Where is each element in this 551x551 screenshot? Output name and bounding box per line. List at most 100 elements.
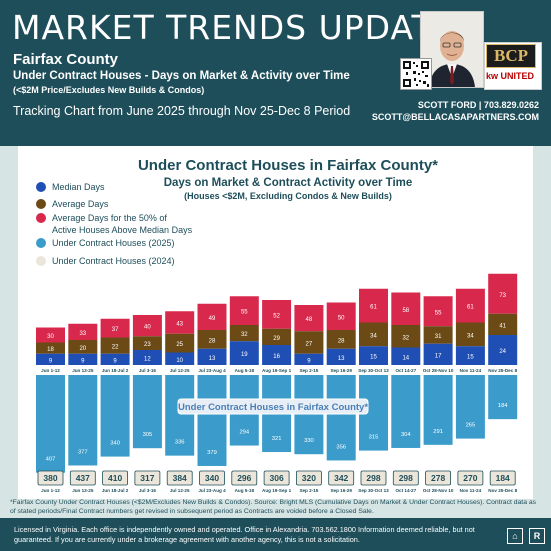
data-label-2025: 317 bbox=[140, 473, 154, 483]
data-label-active: 73 bbox=[499, 293, 506, 299]
bar-average-days bbox=[36, 342, 65, 354]
bar-active-days bbox=[68, 323, 98, 340]
category-tick-label: Oct 14-27 bbox=[395, 488, 416, 493]
category-tick-label: Aug 19-Sep 1 bbox=[262, 368, 292, 373]
label-box-2025 bbox=[360, 470, 387, 486]
data-label-average: 23 bbox=[144, 342, 151, 348]
bar-median-days bbox=[68, 353, 98, 365]
bar-active-days bbox=[294, 305, 324, 332]
bar-active-days bbox=[197, 303, 227, 330]
data-label-2024: 330 bbox=[304, 438, 314, 444]
category-tick-label: Jun 18-Jul 2 bbox=[102, 368, 129, 373]
category-tick-label: Aug 5-18 bbox=[235, 488, 255, 493]
data-label-active: 61 bbox=[467, 305, 474, 311]
data-label-2025: 340 bbox=[205, 473, 219, 483]
data-label-2024: 340 bbox=[110, 441, 120, 447]
data-label-median: 9 bbox=[113, 358, 117, 364]
data-label-median: 17 bbox=[435, 353, 442, 359]
inner-chart-label: Under Contract Houses in Fairfax County* bbox=[178, 402, 368, 413]
data-label-average: 25 bbox=[176, 342, 183, 348]
bar-contracts-2024 bbox=[36, 375, 65, 473]
legend-label: Active Houses Above Median Days bbox=[52, 225, 193, 235]
bar-active-days bbox=[132, 315, 162, 337]
bar-active-days bbox=[262, 300, 292, 329]
bar-median-days bbox=[229, 341, 259, 365]
data-label-2024: 294 bbox=[239, 430, 249, 436]
bar-active-days bbox=[229, 296, 259, 325]
data-label-2024: 377 bbox=[78, 449, 88, 455]
category-tick-label: Aug 19-Sep 1 bbox=[262, 488, 292, 493]
data-label-average: 32 bbox=[402, 335, 409, 341]
data-label-active: 43 bbox=[176, 322, 183, 328]
data-label-active: 58 bbox=[402, 308, 409, 314]
category-tick-label: Sep 2-15 bbox=[299, 368, 318, 373]
realtor-icon: R bbox=[529, 528, 545, 544]
page-title: MARKET TRENDS UPDATE bbox=[12, 8, 455, 47]
bar-contracts-2024 bbox=[294, 375, 324, 455]
category-tick-label: Sep 30-Oct 13 bbox=[358, 368, 389, 373]
bar-contracts-2024 bbox=[455, 375, 485, 439]
data-label-average: 29 bbox=[273, 336, 280, 342]
license-disclaimer: Licensed in Virginia. Each office is ind… bbox=[14, 525, 475, 544]
data-label-2024: 304 bbox=[401, 432, 411, 438]
bar-active-days bbox=[326, 302, 356, 330]
data-label-active: 37 bbox=[112, 327, 119, 333]
bar-active-days bbox=[359, 288, 388, 323]
chart-panel: Under Contract Houses in Fairfax County*… bbox=[0, 146, 551, 518]
bar-active-days bbox=[36, 327, 65, 343]
county-heading: Fairfax County bbox=[13, 51, 119, 68]
data-label-active: 61 bbox=[370, 305, 377, 311]
category-tick-label: Nov 25-Dec 8 bbox=[488, 488, 517, 493]
data-label-2025: 270 bbox=[463, 473, 477, 483]
bar-contracts-2024 bbox=[488, 375, 518, 420]
data-label-2025: 306 bbox=[270, 473, 284, 483]
bar-average-days bbox=[294, 331, 324, 354]
category-tick-label: Jul 12-25 bbox=[170, 488, 190, 493]
data-label-2025: 278 bbox=[431, 473, 445, 483]
label-box-2025 bbox=[425, 470, 452, 486]
bar-contracts-2024 bbox=[100, 375, 130, 457]
legend-label: Median Days bbox=[52, 182, 105, 192]
label-box-2025 bbox=[263, 470, 290, 486]
data-label-average: 34 bbox=[467, 333, 474, 339]
bar-average-days bbox=[262, 328, 292, 345]
bar-median-days bbox=[391, 347, 421, 365]
agent-email: SCOTT@BELLACASAPARTNERS.COM bbox=[371, 112, 539, 122]
category-tick-label: Nov 11-24 bbox=[460, 368, 482, 373]
data-label-median: 15 bbox=[370, 355, 377, 361]
bar-contracts-2024 bbox=[165, 375, 195, 456]
data-label-2025: 298 bbox=[366, 473, 380, 483]
bcp-logo: BCP bbox=[486, 44, 536, 68]
data-label-2025: 437 bbox=[76, 473, 90, 483]
bar-median-days bbox=[455, 346, 485, 365]
category-tick-label: Oct 28-Nov 10 bbox=[423, 488, 454, 493]
data-label-2024: 265 bbox=[466, 423, 476, 429]
data-label-average: 18 bbox=[47, 347, 54, 353]
legend-marker bbox=[36, 238, 46, 248]
header: MARKET TRENDS UPDATE Fairfax County Unde… bbox=[0, 0, 551, 146]
tracking-period: Tracking Chart from June 2025 through No… bbox=[13, 104, 351, 118]
days-on-market-bars: 30 18 9 Jun 1-12 33 20 9 Jun 13-25 37 22 9 Jun 18-J… bbox=[36, 273, 518, 373]
data-label-active: 55 bbox=[435, 310, 442, 316]
legend: Median Days Average Days Average Days for … bbox=[36, 182, 193, 266]
data-label-average: 20 bbox=[79, 346, 86, 352]
data-label-active: 40 bbox=[144, 325, 151, 331]
category-tick-label: Jun 18-Jul 2 bbox=[102, 488, 129, 493]
data-label-2025: 298 bbox=[399, 473, 413, 483]
chart: Under Contract Houses in Fairfax County*… bbox=[36, 157, 518, 493]
data-label-median: 19 bbox=[241, 352, 248, 358]
bar-active-days bbox=[423, 296, 453, 327]
bar-median-days bbox=[165, 352, 195, 365]
data-label-median: 13 bbox=[209, 356, 216, 362]
category-tick-label: Jul 3-16 bbox=[139, 368, 157, 373]
bar-contracts-2024 bbox=[132, 375, 162, 449]
qr-code-icon bbox=[400, 58, 432, 90]
data-label-2024: 305 bbox=[143, 432, 153, 438]
bar-average-days bbox=[68, 340, 98, 354]
bar-active-days bbox=[488, 273, 518, 314]
label-box-2025 bbox=[199, 470, 225, 486]
data-label-active: 55 bbox=[241, 310, 248, 316]
category-tick-label: Jun 13-25 bbox=[72, 368, 94, 373]
equal-housing-icon: ⌂ bbox=[507, 528, 523, 544]
chart-footnote: *Fairfax County Under Contract Houses (<… bbox=[10, 499, 537, 515]
